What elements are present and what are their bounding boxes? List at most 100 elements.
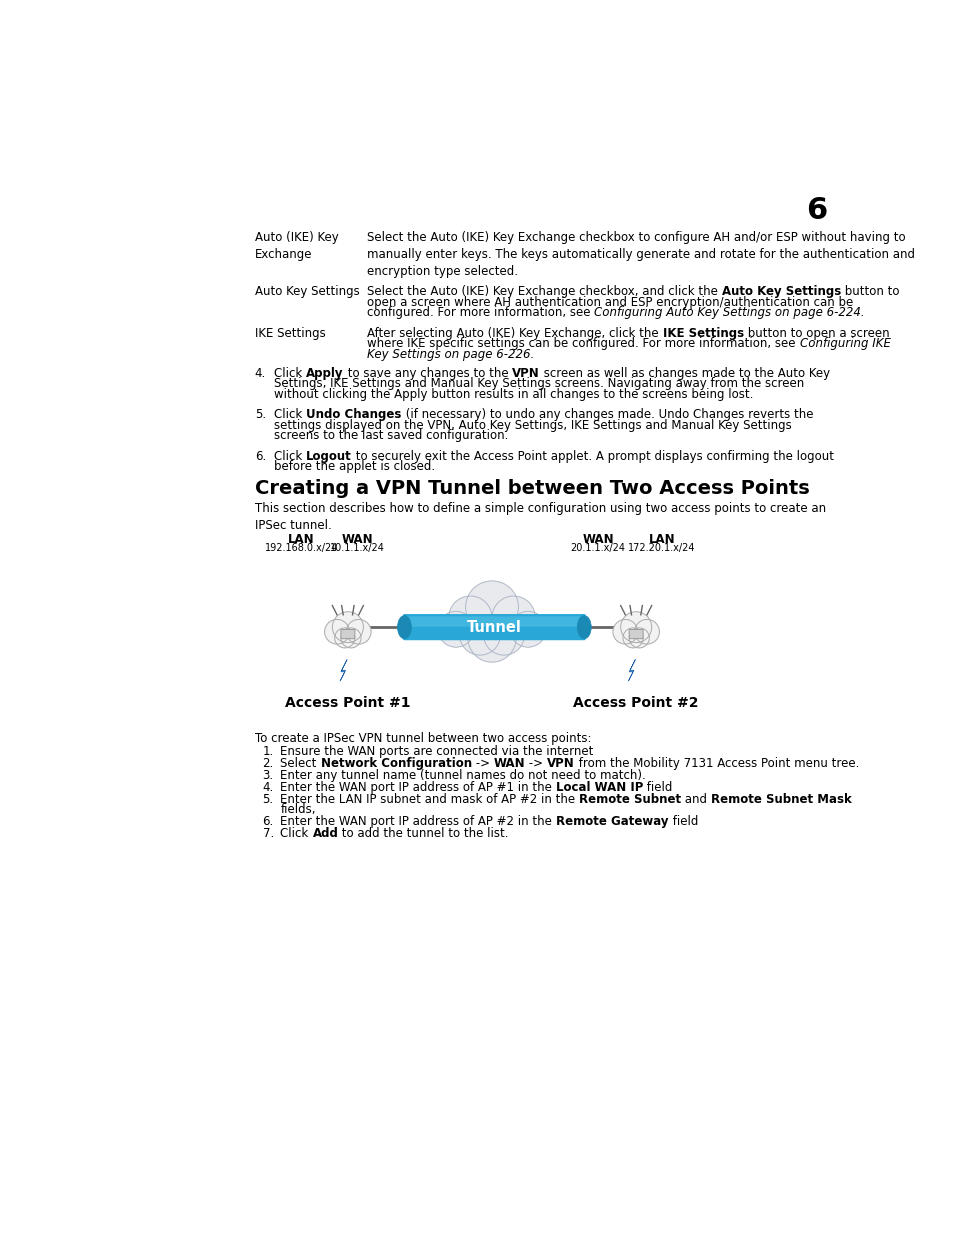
Circle shape: [465, 580, 517, 634]
Text: Undo Changes: Undo Changes: [306, 409, 401, 421]
Text: field: field: [642, 782, 672, 794]
Text: screen as well as changes made to the Auto Key: screen as well as changes made to the Au…: [539, 367, 829, 380]
Text: Auto Key Settings: Auto Key Settings: [254, 285, 359, 299]
Text: (if necessary) to undo any changes made. Undo Changes reverts the: (if necessary) to undo any changes made.…: [401, 409, 812, 421]
Text: Enter the WAN port IP address of AP #1 in the: Enter the WAN port IP address of AP #1 i…: [280, 782, 556, 794]
Text: field: field: [668, 815, 698, 829]
Text: LAN: LAN: [648, 534, 675, 546]
Text: 4.: 4.: [254, 367, 266, 380]
Text: Click: Click: [274, 450, 306, 463]
Text: and: and: [680, 793, 710, 806]
Text: before the applet is closed.: before the applet is closed.: [274, 461, 435, 473]
Circle shape: [335, 627, 355, 648]
Text: WAN: WAN: [581, 534, 614, 546]
Text: Click: Click: [274, 409, 306, 421]
Text: Ensure the WAN ports are connected via the internet: Ensure the WAN ports are connected via t…: [280, 746, 593, 758]
Circle shape: [510, 611, 545, 647]
Text: Remote Subnet Mask: Remote Subnet Mask: [710, 793, 851, 806]
Text: 5.: 5.: [254, 409, 266, 421]
Text: 192.168.0.x/24: 192.168.0.x/24: [264, 543, 337, 553]
Text: 20.1.1.x/24: 20.1.1.x/24: [570, 543, 625, 553]
Text: to add the tunnel to the list.: to add the tunnel to the list.: [338, 827, 508, 840]
Text: Auto (IKE) Key
Exchange: Auto (IKE) Key Exchange: [254, 231, 338, 261]
Text: Configuring Auto Key Settings on page 6-224.: Configuring Auto Key Settings on page 6-…: [594, 306, 864, 319]
Ellipse shape: [397, 615, 411, 638]
Circle shape: [620, 611, 651, 642]
Text: Access Point #2: Access Point #2: [573, 697, 699, 710]
Text: button to: button to: [841, 285, 899, 299]
FancyBboxPatch shape: [340, 630, 355, 638]
Circle shape: [437, 611, 474, 647]
Circle shape: [612, 620, 637, 645]
Text: to securely exit the Access Point applet. A prompt displays confirming the logou: to securely exit the Access Point applet…: [352, 450, 833, 463]
Text: To create a IPSec VPN tunnel between two access points:: To create a IPSec VPN tunnel between two…: [254, 732, 591, 745]
Text: VPN: VPN: [546, 757, 574, 771]
Text: to save any changes to the: to save any changes to the: [343, 367, 512, 380]
Text: configured. For more information, see: configured. For more information, see: [367, 306, 594, 319]
FancyBboxPatch shape: [405, 616, 583, 626]
Circle shape: [459, 615, 500, 655]
Text: 6.: 6.: [262, 815, 274, 829]
Circle shape: [622, 627, 642, 648]
Text: fields,: fields,: [280, 804, 315, 816]
Text: Settings, IKE Settings and Manual Key Settings screens. Navigating away from the: Settings, IKE Settings and Manual Key Se…: [274, 377, 803, 390]
Text: ->: ->: [471, 757, 493, 771]
Text: Auto Key Settings: Auto Key Settings: [721, 285, 841, 299]
Text: Creating a VPN Tunnel between Two Access Points: Creating a VPN Tunnel between Two Access…: [254, 479, 809, 498]
Circle shape: [324, 620, 349, 645]
Text: After selecting Auto (IKE) Key Exchange, click the: After selecting Auto (IKE) Key Exchange,…: [367, 327, 662, 340]
Text: WAN: WAN: [341, 534, 373, 546]
Circle shape: [634, 620, 659, 645]
Circle shape: [332, 611, 363, 642]
Text: 3.: 3.: [262, 769, 274, 782]
Text: from the Mobility 7131 Access Point menu tree.: from the Mobility 7131 Access Point menu…: [574, 757, 858, 771]
Text: Enter the WAN port IP address of AP #2 in the: Enter the WAN port IP address of AP #2 i…: [280, 815, 556, 829]
Polygon shape: [628, 659, 635, 680]
Circle shape: [448, 597, 492, 638]
Text: 10.1.1.x/24: 10.1.1.x/24: [330, 543, 384, 553]
Text: 6: 6: [805, 196, 826, 225]
Text: Select: Select: [280, 757, 320, 771]
Text: Key Settings on page 6-226.: Key Settings on page 6-226.: [367, 347, 534, 361]
Text: Enter the LAN IP subnet and mask of AP #2 in the: Enter the LAN IP subnet and mask of AP #…: [280, 793, 578, 806]
Circle shape: [346, 620, 371, 645]
Text: IKE Settings: IKE Settings: [254, 327, 325, 340]
Circle shape: [483, 615, 524, 655]
Text: without clicking the Apply button results in all changes to the screens being lo: without clicking the Apply button result…: [274, 388, 753, 400]
Ellipse shape: [577, 615, 591, 638]
Text: Access Point #1: Access Point #1: [285, 697, 410, 710]
Circle shape: [468, 615, 516, 662]
Text: Configuring IKE: Configuring IKE: [799, 337, 889, 351]
Text: Apply: Apply: [306, 367, 343, 380]
Text: ->: ->: [524, 757, 546, 771]
Text: Select the Auto (IKE) Key Exchange checkbox to configure AH and/or ESP without h: Select the Auto (IKE) Key Exchange check…: [367, 231, 914, 278]
FancyBboxPatch shape: [402, 614, 585, 640]
Text: 1.: 1.: [262, 746, 274, 758]
Text: Remote Gateway: Remote Gateway: [556, 815, 668, 829]
Polygon shape: [340, 659, 347, 680]
Text: Remote Subnet: Remote Subnet: [578, 793, 680, 806]
Circle shape: [340, 627, 360, 648]
Text: Network Configuration: Network Configuration: [320, 757, 471, 771]
Text: Local WAN IP: Local WAN IP: [556, 782, 642, 794]
Text: Logout: Logout: [306, 450, 352, 463]
Text: LAN: LAN: [288, 534, 314, 546]
Text: Enter any tunnel name (tunnel names do not need to match).: Enter any tunnel name (tunnel names do n…: [280, 769, 645, 782]
Text: Tunnel: Tunnel: [466, 620, 521, 635]
Text: settings displayed on the VPN, Auto Key Settings, IKE Settings and Manual Key Se: settings displayed on the VPN, Auto Key …: [274, 419, 791, 432]
Text: Select the Auto (IKE) Key Exchange checkbox, and click the: Select the Auto (IKE) Key Exchange check…: [367, 285, 721, 299]
Text: VPN: VPN: [512, 367, 539, 380]
Text: 4.: 4.: [262, 782, 274, 794]
Text: button to open a screen: button to open a screen: [743, 327, 888, 340]
Text: 6.: 6.: [254, 450, 266, 463]
Text: open a screen where AH authentication and ESP encryption/authentication can be: open a screen where AH authentication an…: [367, 295, 853, 309]
Text: 2.: 2.: [262, 757, 274, 771]
FancyBboxPatch shape: [629, 630, 642, 638]
Text: Click: Click: [274, 367, 306, 380]
Text: 172.20.1.x/24: 172.20.1.x/24: [627, 543, 695, 553]
Text: 7.: 7.: [262, 827, 274, 840]
Text: Click: Click: [280, 827, 313, 840]
Circle shape: [492, 597, 535, 638]
Text: WAN: WAN: [493, 757, 524, 771]
Text: where IKE specific settings can be configured. For more information, see: where IKE specific settings can be confi…: [367, 337, 799, 351]
